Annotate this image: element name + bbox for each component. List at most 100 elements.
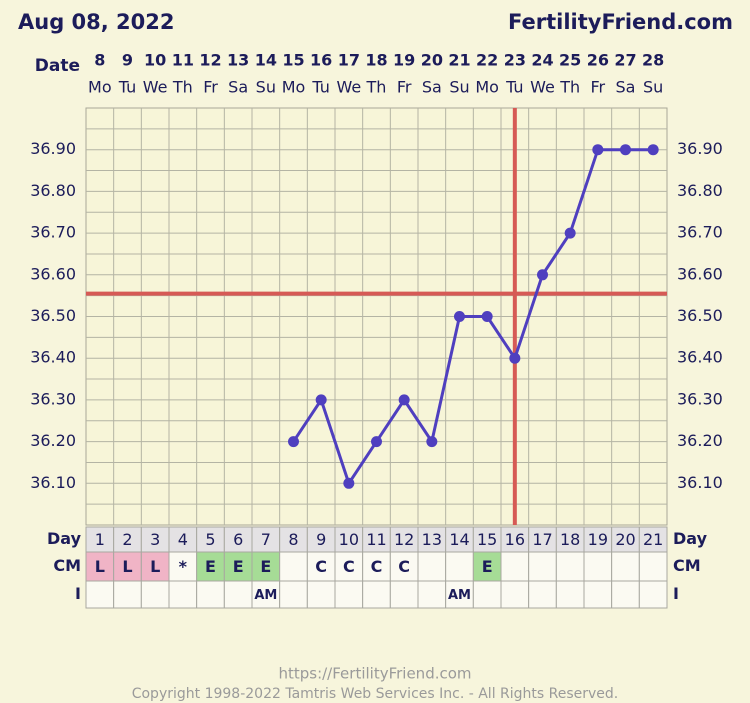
- y-tick-label: 36.70: [30, 223, 76, 242]
- temperature-point: [537, 269, 548, 281]
- days-cell-text: 21: [643, 530, 663, 549]
- table-cell: [417, 526, 447, 553]
- table-cell: [251, 526, 281, 553]
- row-label: CM: [53, 556, 81, 575]
- table-cell: [638, 551, 668, 582]
- y2-tick-label: 36.40: [677, 348, 723, 367]
- table-cell: [306, 580, 336, 609]
- days-cell-text: 3: [150, 530, 160, 549]
- temperature-point: [647, 144, 659, 156]
- table-cell: [279, 580, 308, 609]
- intercourse-cell-text: AM: [254, 588, 277, 603]
- cm-cell-text: E: [482, 557, 493, 576]
- temperature-line: [292, 148, 654, 487]
- days-cell-text: 14: [449, 530, 469, 549]
- cm-cell-text: L: [122, 557, 132, 576]
- chart-date: Aug 08, 2022: [18, 10, 175, 34]
- table-cell: [500, 580, 530, 609]
- days-cell-text: 8: [288, 530, 298, 549]
- y-tick-label: 36.90: [30, 139, 76, 158]
- weekday-label: Tu: [118, 78, 136, 97]
- y2-tick-label: 36.50: [677, 306, 723, 325]
- table-cell: [362, 580, 391, 609]
- temperature-point: [454, 311, 465, 322]
- weekday-label: Su: [256, 78, 276, 97]
- temperature-point: [288, 436, 299, 448]
- temperature-point: [481, 311, 493, 322]
- date-label: 11: [172, 51, 194, 70]
- days-cell-text: 1: [95, 530, 105, 549]
- date-label: 23: [504, 51, 526, 70]
- table-cell: [334, 551, 364, 582]
- date-label: 13: [227, 51, 249, 70]
- date-label: 26: [587, 51, 609, 70]
- table-cell: [611, 580, 640, 609]
- weekday-label: Mo: [282, 78, 306, 97]
- y-tick-label: 36.20: [30, 431, 76, 450]
- days-cell-text: 19: [588, 530, 608, 549]
- temperature-point: [592, 144, 604, 156]
- y2-tick-label: 36.90: [677, 139, 723, 158]
- date-label: 24: [531, 51, 553, 70]
- table-cell: [251, 551, 281, 582]
- y2-tick-label: 36.20: [677, 431, 723, 450]
- y-tick-label: 36.60: [30, 264, 76, 283]
- table-cell: [555, 526, 585, 553]
- weekday-label: Su: [449, 78, 469, 97]
- table-cell: [168, 526, 198, 553]
- weekday-label: Tu: [505, 78, 523, 97]
- weekday-label: Su: [643, 78, 663, 97]
- y2-tick-label: 36.70: [677, 223, 723, 242]
- table-cell: [140, 580, 170, 609]
- table-cell: [528, 526, 557, 553]
- days-cell-text: 9: [316, 530, 326, 549]
- table-cell: [279, 526, 308, 553]
- y2-tick-label: 36.10: [677, 473, 723, 492]
- table-cell: [611, 551, 640, 582]
- days-cell-text: 12: [394, 530, 414, 549]
- days-cell-text: 13: [422, 530, 442, 549]
- date-label: 19: [393, 51, 415, 70]
- date-label: 10: [144, 51, 166, 70]
- days-cell-text: 2: [122, 530, 132, 549]
- date-label: 25: [559, 51, 581, 70]
- temperature-point: [371, 436, 382, 448]
- days-cell-text: 5: [205, 530, 215, 549]
- y-tick-label: 36.10: [30, 473, 76, 492]
- y2-tick-label: 36.80: [677, 181, 723, 200]
- date-label: 28: [642, 51, 664, 70]
- weekday-label: Sa: [422, 78, 442, 97]
- date-label: 18: [365, 51, 387, 70]
- table-cell: [638, 580, 668, 609]
- table-cell: [445, 526, 474, 553]
- cm-cell-text: C: [398, 557, 410, 576]
- weekday-label: Sa: [616, 78, 636, 97]
- temperature-point: [564, 227, 576, 239]
- weekday-label: Fr: [203, 78, 218, 97]
- date-label: 16: [310, 51, 332, 70]
- cm-cell-text: E: [205, 557, 216, 576]
- weekday-label: We: [530, 78, 555, 97]
- days-cell-text: 4: [178, 530, 188, 549]
- table-cell: [417, 551, 447, 582]
- row-label: CM: [673, 556, 701, 575]
- weekday-label: Th: [172, 78, 193, 97]
- weekday-label: Th: [559, 78, 580, 97]
- date-label: 15: [282, 51, 304, 70]
- cm-cell-text: E: [260, 557, 271, 576]
- footer-copyright: Copyright 1998-2022 Tamtris Web Services…: [132, 686, 619, 702]
- days-cell-text: 20: [615, 530, 635, 549]
- weekday-label: Sa: [228, 78, 248, 97]
- table-cell: [445, 551, 474, 582]
- table-cell: [113, 580, 142, 609]
- table-cell: [445, 580, 474, 609]
- table-cell: [168, 580, 198, 609]
- cm-cell-text: C: [315, 557, 327, 576]
- table-cell: [85, 580, 115, 609]
- temperature-point: [343, 477, 355, 489]
- table-cell: [334, 580, 364, 609]
- date-label: 21: [448, 51, 470, 70]
- date-label: 17: [338, 51, 360, 70]
- date-label: 27: [614, 51, 636, 70]
